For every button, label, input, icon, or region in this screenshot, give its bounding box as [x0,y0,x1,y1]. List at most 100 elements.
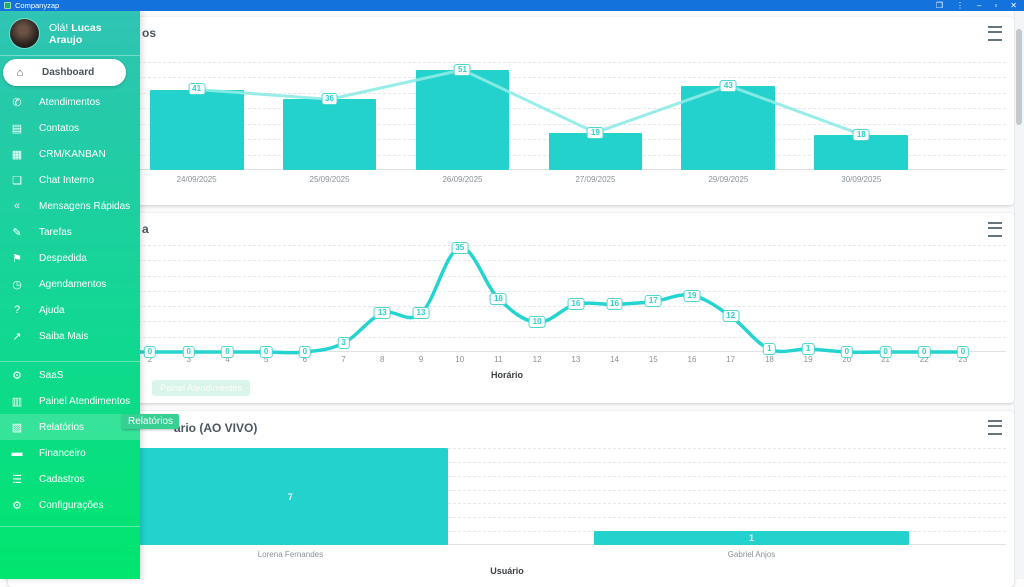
sidebar-item-label: Contatos [39,122,80,134]
bar-29-09-2025 [681,85,776,170]
x-tick-label: 30/09/2025 [841,175,882,184]
gridline [8,461,1006,463]
data-label: 16 [567,298,585,311]
minimize-icon[interactable]: – [977,1,982,10]
x-tick-label: 3 [186,355,191,364]
bar-27-09-2025 [548,132,643,170]
sidebar-item-atendimentos[interactable]: ✆ Atendimentos [0,89,140,115]
bar-value-label: 7 [287,491,293,502]
sidebar-item-label: Tarefas [39,226,72,238]
kanban-board-icon: ▦ [11,148,23,161]
sidebar: Olá! Lucas Araujo ⌂ Dashboard ✆ Atendimento… [0,11,140,579]
sidebar-item-dashboard[interactable]: ⌂ Dashboard [3,59,126,86]
data-label: 0 [143,346,157,358]
data-label: 1 [801,343,815,356]
user-greeting: Olá! Lucas Araujo [49,21,102,46]
list-icon: ☰ [12,473,22,486]
card-daily-chart: os 41 36 51 19 43 18 24/09/2025 25/09/2025 26/0… [8,17,1014,205]
scrollbar-thumb[interactable] [1016,29,1022,125]
sidebar-item-crm-kanban[interactable]: ▦ CRM/KANBAN [0,141,140,167]
home-icon: ⌂ [16,66,24,79]
x-tick-label: 9 [418,355,424,364]
sidebar-item-chat-interno[interactable]: ❏ Chat Interno [0,167,140,193]
x-axis-line [8,544,1006,545]
x-tick-label: 22 [919,355,929,364]
data-label: 12 [722,310,740,323]
data-label: 0 [298,346,312,358]
x-tick-label: 12 [532,355,542,364]
x-tick-label: 7 [341,355,346,364]
data-label: 18 [489,292,507,305]
maximize-icon[interactable]: ▫ [994,1,998,10]
x-tick-label: 5 [263,355,269,364]
sidebar-item-saas[interactable]: ⚙ SaaS [0,362,140,388]
sidebar-item-saiba-mais[interactable]: ↗ Saiba Mais [0,323,140,349]
x-tick-label: 16 [687,355,697,364]
sidebar-divider [0,526,140,527]
vertical-scrollbar [1014,11,1024,579]
sidebar-item-tarefas[interactable]: ✎ Tarefas [0,219,140,245]
sidebar-item-relatorios[interactable]: ▨ Relatórios [0,414,140,440]
sidebar-item-painel-atendimentos[interactable]: ▥ Painel Atendimentos [0,388,140,414]
sidebar-item-cadastros[interactable]: ☰ Cadastros [0,466,140,492]
gridline [8,517,1006,519]
gridline [8,290,1006,292]
x-tick-label: 15 [648,355,658,364]
window-titlebar: Companyzap ❐ ⋮ – ▫ ✕ [0,0,1024,11]
card-title-fragment: os [142,26,157,40]
gridline [8,62,1006,63]
x-tick-label: 20 [842,355,852,364]
dashboard-content: os 41 36 51 19 43 18 24/09/2025 25/09/2025 26/0… [0,11,1024,587]
x-tick-label: 13 [571,355,581,364]
gridline [8,245,1006,246]
x-tick-label: 19 [803,355,813,364]
gear-icon: ⚙ [12,369,22,382]
gridline [8,503,1006,505]
money-icon: ▬ [11,447,23,459]
sidebar-item-configuracoes[interactable]: ⚙ Configurações [0,492,140,518]
gridline [8,321,1006,323]
sidebar-item-label: Chat Interno [39,174,95,186]
sidebar-item-label: SaaS [39,369,64,381]
app-favicon-icon [4,2,11,9]
card-title-fragment: a [142,222,149,236]
sidebar-item-label: Atendimentos [39,96,101,108]
user-name: Lucas Araujo [49,21,102,46]
hourly-line-chart: 0 0 0 0 0 3 13 13 35 18 10 16 16 17 19 12 1 1 0 0 0 0 [6,241,1006,358]
kebab-menu-icon[interactable]: ⋮ [956,1,964,10]
painel-atendimentos-button[interactable]: Painel Atendimentos [152,380,251,396]
bar-value-label: 1 [748,533,755,544]
user-avatar [10,19,39,48]
data-label: 0 [221,346,234,358]
hamburger-menu-icon[interactable] [988,420,1002,435]
data-label: 16 [606,298,624,311]
data-label: 36 [321,93,338,106]
sidebar-item-contatos[interactable]: ▤ Contatos [0,115,140,141]
data-label: 17 [644,295,662,308]
hamburger-menu-icon[interactable] [988,222,1002,237]
data-label: 13 [373,307,391,320]
window-title: Companyzap [15,1,60,10]
farewell-flag-icon: ⚑ [12,252,22,265]
hamburger-menu-icon[interactable] [988,26,1002,41]
sidebar-item-mensagens-rapidas[interactable]: « Mensagens Rápidas [0,193,140,219]
bar-26-09-2025 [415,69,510,170]
open-in-window-icon[interactable]: ❐ [935,1,943,10]
sidebar-item-label: Cadastros [39,473,85,485]
data-label: 0 [259,346,273,358]
sidebar-item-agendamentos[interactable]: ◷ Agendamentos [0,271,140,297]
data-label: 0 [182,346,195,358]
card-title-fragment: ário (AO VIVO) [174,421,258,435]
sidebar-item-label: Relatórios [39,421,85,433]
x-tick-label: 23 [958,355,968,364]
x-tick-label: 25/09/2025 [309,175,350,184]
sidebar-item-financeiro[interactable]: ▬ Financeiro [0,440,140,466]
close-icon[interactable]: ✕ [1010,1,1017,10]
sidebar-item-ajuda[interactable]: ? Ajuda [0,297,140,323]
x-axis-line [8,351,1006,352]
hourly-line [6,246,965,355]
x-axis-title: Horário [490,370,523,380]
sidebar-item-despedida[interactable]: ⚑ Despedida [0,245,140,271]
bar-25-09-2025 [282,99,377,170]
